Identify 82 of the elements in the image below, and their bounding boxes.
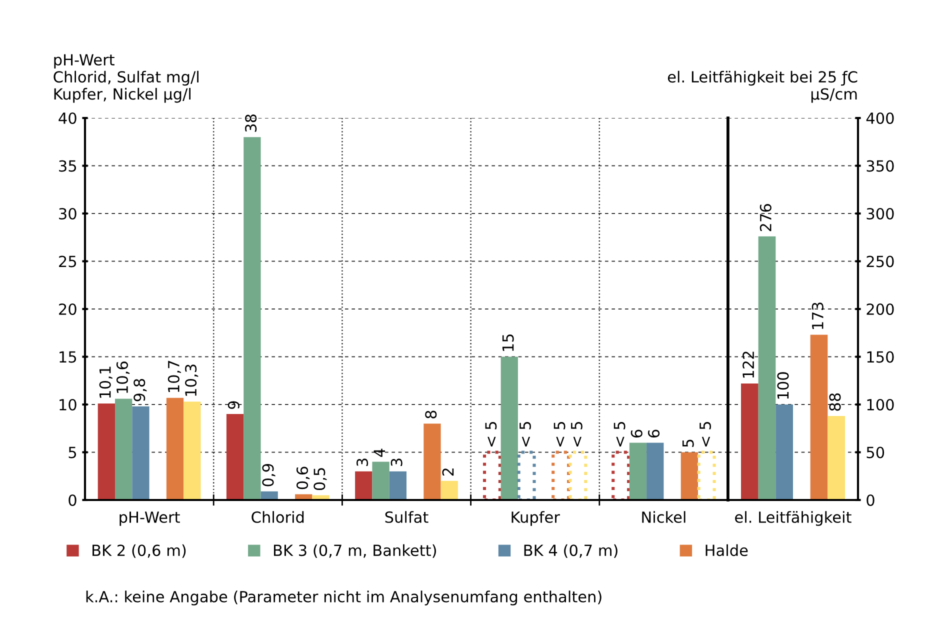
bar bbox=[372, 462, 390, 500]
data-label: 173 bbox=[812, 302, 824, 329]
data-label: 0,5 bbox=[314, 468, 327, 490]
y-axis-title: pH-Wert Chlorid, Sulfat mg/l Kupfer, Nickel µg/l bbox=[54, 54, 198, 103]
x-tick-label: el. Leitfähigkeit bbox=[735, 511, 852, 526]
data-label: 15 bbox=[502, 334, 514, 351]
data-label: < 5 bbox=[614, 422, 626, 446]
data-label: < 5 bbox=[554, 422, 566, 446]
bar bbox=[810, 334, 828, 500]
y2-tick-label: 300 bbox=[866, 208, 894, 220]
y-tick-label: 0 bbox=[68, 494, 76, 506]
bar bbox=[424, 424, 441, 500]
data-label: 10,6 bbox=[116, 362, 130, 393]
y2-axis-title: el. Leitfähigkeit bei 25 ƒC µS/cm bbox=[668, 70, 858, 103]
bar bbox=[244, 137, 261, 500]
legend-label: Halde bbox=[706, 544, 748, 556]
text: k.A.: keine Angabe (Parameter nicht im Analysenumfang enthalten) bbox=[86, 590, 602, 606]
bar bbox=[440, 480, 458, 500]
bar bbox=[184, 402, 201, 500]
y2-tick-label: 350 bbox=[866, 160, 894, 172]
data-label: 10,3 bbox=[185, 364, 198, 396]
y-tick-label: 10 bbox=[60, 398, 76, 411]
bar bbox=[500, 356, 518, 500]
data-label: 0,6 bbox=[296, 466, 310, 490]
bar bbox=[776, 404, 793, 500]
x-tick-label: pH-Wert bbox=[120, 512, 180, 526]
data-label: 10,1 bbox=[99, 366, 112, 398]
y2-tick-label: 100 bbox=[867, 398, 894, 411]
data-label: 100 bbox=[777, 372, 789, 399]
legend-label: BK 3 (0,7 m, Bankett) bbox=[274, 544, 436, 558]
y2-tick-label: 400 bbox=[866, 112, 894, 124]
bar bbox=[741, 383, 758, 500]
x-tick-label: Chlorid bbox=[252, 511, 304, 523]
bar bbox=[132, 406, 150, 500]
bar bbox=[680, 452, 698, 500]
data-label: 9 bbox=[228, 401, 240, 409]
x-tick-label: Sulfat bbox=[385, 511, 428, 523]
bar bbox=[629, 442, 647, 500]
data-label: 2 bbox=[442, 468, 454, 476]
bar bbox=[115, 398, 132, 500]
data-label: 122 bbox=[742, 352, 754, 378]
data-label: < 5 bbox=[571, 422, 582, 446]
data-label: 9,8 bbox=[134, 378, 147, 402]
data-label: 6 bbox=[648, 430, 660, 438]
bar bbox=[389, 471, 406, 500]
data-label: < 5 bbox=[700, 422, 711, 446]
data-label: 10,7 bbox=[168, 360, 182, 392]
data-label: < 5 bbox=[520, 422, 531, 446]
y-tick-label: 5 bbox=[68, 446, 76, 458]
x-tick-label: Nickel bbox=[642, 511, 686, 523]
data-label: 0,9 bbox=[262, 464, 276, 486]
y-tick-label: 20 bbox=[59, 303, 76, 316]
bar bbox=[646, 442, 664, 500]
bar bbox=[355, 471, 372, 500]
y-tick-label: 15 bbox=[60, 351, 76, 363]
x-tick-label: Kupfer bbox=[512, 511, 560, 526]
bar bbox=[98, 404, 116, 500]
y2-tick-label: 250 bbox=[866, 256, 894, 268]
data-label: 6 bbox=[630, 430, 642, 438]
data-label: 8 bbox=[425, 410, 437, 418]
data-label: 88 bbox=[829, 393, 841, 411]
bar bbox=[226, 414, 244, 500]
y-tick-label: 40 bbox=[58, 112, 76, 124]
y-tick-label: 35 bbox=[59, 160, 76, 172]
data-label: 4 bbox=[374, 448, 385, 457]
legend-label: BK 2 (0,6 m) bbox=[92, 544, 186, 558]
y2-tick-label: 150 bbox=[867, 351, 894, 363]
y-tick-label: 30 bbox=[59, 208, 76, 220]
y2-tick-label: 0 bbox=[866, 494, 874, 506]
bar bbox=[166, 398, 184, 500]
y-tick-label: 25 bbox=[59, 256, 76, 268]
data-label: 276 bbox=[760, 204, 772, 232]
data-label: < 5 bbox=[485, 422, 497, 446]
y2-tick-label: 200 bbox=[866, 303, 894, 316]
bar bbox=[758, 236, 776, 500]
data-label: 3 bbox=[356, 458, 368, 466]
bar bbox=[828, 416, 845, 500]
data-label: 38 bbox=[245, 114, 257, 132]
data-label: 3 bbox=[390, 458, 402, 466]
y2-tick-label: 50 bbox=[866, 446, 884, 458]
legend-label: BK 4 (0,7 m) bbox=[524, 544, 618, 558]
data-label: 5 bbox=[682, 440, 694, 447]
